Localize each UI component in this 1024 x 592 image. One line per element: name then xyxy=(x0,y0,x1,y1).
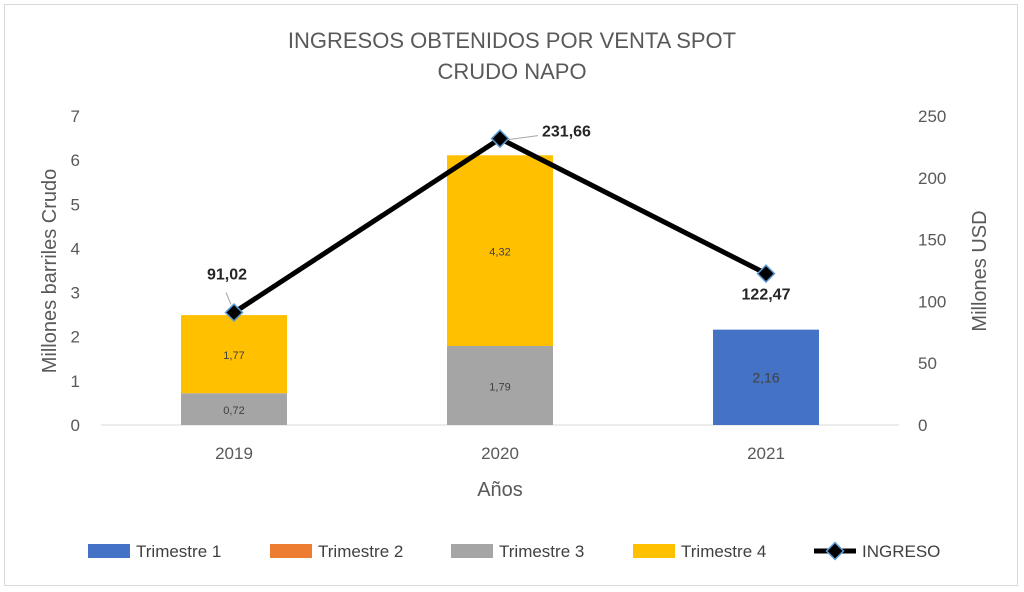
legend-swatch xyxy=(451,544,493,558)
y2-tick-label: 0 xyxy=(918,416,927,435)
y-tick-label: 2 xyxy=(71,328,80,347)
y-tick-label: 4 xyxy=(71,239,80,258)
bar-segment xyxy=(181,393,287,425)
x-tick-label: 2021 xyxy=(747,444,785,463)
data-label-leader xyxy=(225,292,232,305)
y2-tick-label: 200 xyxy=(918,169,946,188)
bar-segment-label: 1,77 xyxy=(223,350,244,362)
legend-label: INGRESO xyxy=(862,542,940,561)
ingreso-marker xyxy=(224,302,244,323)
bar-segment-label: 0,72 xyxy=(223,405,244,417)
bar-segment xyxy=(447,345,553,425)
legend-label: Trimestre 4 xyxy=(681,542,766,561)
ingreso-data-label: 91,02 xyxy=(207,266,247,283)
bar-segment xyxy=(713,329,819,425)
ingreso-marker xyxy=(756,264,776,284)
y-tick-label: 1 xyxy=(71,372,80,391)
ingreso-data-label: 231,66 xyxy=(542,124,591,141)
legend-label: Trimestre 3 xyxy=(499,542,584,561)
y-tick-label: 7 xyxy=(71,107,80,126)
legend-label: Trimestre 1 xyxy=(136,542,221,561)
legend-swatch xyxy=(633,544,675,558)
y2-tick-label: 250 xyxy=(918,107,946,126)
bar-segment xyxy=(181,315,287,394)
legend-line-marker xyxy=(825,541,845,561)
bar-segment-label: 2,16 xyxy=(752,369,779,385)
ingreso-marker xyxy=(490,129,510,149)
legend-swatch xyxy=(270,544,312,558)
bar-segment xyxy=(447,155,553,346)
y-tick-label: 0 xyxy=(71,416,80,435)
legend-label: Trimestre 2 xyxy=(318,542,403,561)
x-axis-title: Años xyxy=(477,479,523,501)
ingreso-data-label: 122,47 xyxy=(742,287,791,304)
chart-title-line-2: CRUDO NAPO xyxy=(437,59,586,84)
x-tick-label: 2020 xyxy=(481,444,519,463)
y-tick-label: 6 xyxy=(71,151,80,170)
y-tick-label: 5 xyxy=(71,195,80,214)
y-tick-label: 3 xyxy=(71,284,80,303)
bar-segment-label: 1,79 xyxy=(489,381,510,393)
x-tick-label: 2019 xyxy=(215,444,253,463)
y2-tick-label: 100 xyxy=(918,292,946,311)
y-axis-title: Millones barriles Crudo xyxy=(39,169,61,374)
y2-axis-title: Millones USD xyxy=(969,210,991,331)
bar-segment-label: 4,32 xyxy=(489,247,510,259)
data-label-leader xyxy=(507,135,539,141)
legend-swatch xyxy=(88,544,130,558)
chart-title-line-1: INGRESOS OBTENIDOS POR VENTA SPOT xyxy=(288,28,736,53)
y2-tick-label: 150 xyxy=(918,231,946,250)
y2-tick-label: 50 xyxy=(918,354,937,373)
